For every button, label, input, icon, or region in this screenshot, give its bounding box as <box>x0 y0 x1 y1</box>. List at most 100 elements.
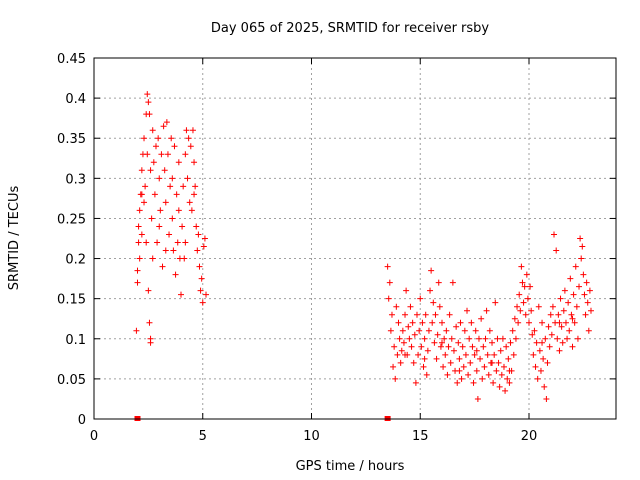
data-point <box>503 343 510 350</box>
data-point <box>566 327 573 334</box>
data-point <box>456 367 463 374</box>
data-point <box>533 339 540 346</box>
data-point <box>529 331 536 338</box>
data-point <box>193 223 200 230</box>
data-point <box>528 307 535 314</box>
data-point <box>490 379 497 386</box>
data-point <box>582 311 589 318</box>
y-tick-label: 0.4 <box>65 92 86 107</box>
data-point <box>194 247 201 254</box>
data-point <box>151 191 158 198</box>
x-tick-label: 15 <box>412 429 429 444</box>
data-point <box>570 291 577 298</box>
x-tick-label: 0 <box>90 429 98 444</box>
data-point <box>462 351 469 358</box>
data-point <box>483 307 490 314</box>
data-point <box>578 255 585 262</box>
data-point <box>413 311 420 318</box>
data-point <box>169 175 176 182</box>
data-point <box>133 327 140 334</box>
data-point <box>471 351 478 358</box>
data-point <box>163 119 170 126</box>
data-point <box>439 319 445 326</box>
data-point <box>560 307 567 314</box>
data-point <box>549 303 556 310</box>
data-point <box>478 315 485 322</box>
data-point <box>172 271 179 278</box>
data-point <box>479 375 486 382</box>
data-point <box>510 351 517 358</box>
data-point <box>502 387 509 394</box>
data-point <box>464 307 471 314</box>
data-point <box>175 159 182 166</box>
axis-ticks <box>93 57 616 420</box>
data-point <box>145 99 152 106</box>
data-point <box>150 159 157 166</box>
data-point <box>498 371 505 378</box>
data-point <box>156 175 163 182</box>
data-point <box>138 167 145 174</box>
data-point <box>436 303 443 310</box>
data-point <box>407 303 414 310</box>
data-point <box>135 239 142 246</box>
data-point <box>491 351 498 358</box>
data-point <box>400 339 407 346</box>
data-point <box>184 175 191 182</box>
data-point <box>456 355 463 362</box>
data-point <box>551 231 558 238</box>
data-point <box>143 239 150 246</box>
data-point <box>136 207 143 214</box>
data-point <box>384 263 391 270</box>
data-point <box>182 239 189 246</box>
data-point <box>175 207 182 214</box>
data-point <box>506 367 513 374</box>
data-point <box>195 231 202 238</box>
data-point <box>581 291 588 298</box>
data-point <box>530 351 537 358</box>
data-point <box>185 135 192 142</box>
data-point <box>162 247 169 254</box>
data-point <box>166 231 173 238</box>
data-point <box>489 339 496 346</box>
data-point <box>446 311 453 318</box>
data-point <box>432 311 439 318</box>
data-point <box>489 359 496 366</box>
data-point <box>156 223 163 230</box>
data-point <box>180 183 187 190</box>
data-point <box>171 143 178 150</box>
y-tick-label: 0.1 <box>65 333 86 348</box>
data-point <box>493 367 500 374</box>
data-point <box>136 255 143 262</box>
data-point <box>509 327 516 334</box>
data-point <box>183 127 190 134</box>
y-tick-label: 0.15 <box>57 293 86 308</box>
data-point <box>421 355 428 362</box>
data-point <box>148 215 155 222</box>
data-point <box>557 295 564 302</box>
data-point <box>520 299 527 306</box>
data-point <box>191 191 198 198</box>
y-tick-label: 0 <box>78 413 86 428</box>
data-point <box>486 327 493 334</box>
y-tick-label: 0.45 <box>57 52 86 67</box>
data-point <box>442 351 449 358</box>
data-point <box>481 363 488 370</box>
data-point <box>577 235 584 242</box>
data-point <box>506 379 513 386</box>
data-point <box>423 371 430 378</box>
grid-lines <box>94 58 616 419</box>
data-point <box>519 279 526 286</box>
data-point <box>572 263 579 270</box>
data-point <box>147 339 154 346</box>
data-point <box>496 383 503 390</box>
data-point <box>556 347 563 354</box>
data-point <box>537 367 544 374</box>
data-point <box>450 347 457 354</box>
data-point <box>568 311 575 318</box>
data-point <box>540 355 547 362</box>
data-point <box>532 363 539 370</box>
data-point <box>188 207 195 214</box>
data-point <box>189 127 196 134</box>
data-point <box>569 315 576 322</box>
